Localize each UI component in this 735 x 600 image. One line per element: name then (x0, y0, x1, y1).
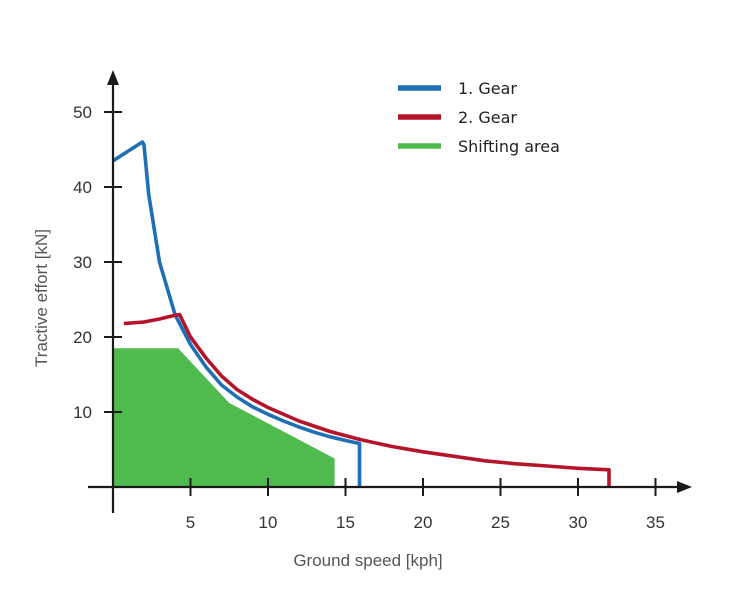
x-tick-label: 35 (646, 513, 665, 532)
x-tick-label: 15 (336, 513, 355, 532)
series-line-2 (123, 312, 611, 487)
shifting-area-polygon (113, 348, 335, 487)
y-axis-title: Tractive effort [kN] (32, 229, 51, 367)
y-tick-label: 30 (73, 253, 92, 272)
tick-layer: 5 10 15 20 25 30 35 10 20 30 40 50 (73, 103, 665, 532)
legend: 1. Gear 2. Gear Shifting area (398, 79, 560, 156)
x-tick-label: 10 (259, 513, 278, 532)
y-tick-label: 20 (73, 328, 92, 347)
x-tick-label: 25 (491, 513, 510, 532)
y-tick-label: 50 (73, 103, 92, 122)
y-axis-arrow (107, 70, 119, 85)
area-layer (113, 348, 335, 487)
legend-label-3: Shifting area (458, 137, 560, 156)
y-tick-label: 10 (73, 403, 92, 422)
legend-label-2: 2. Gear (458, 108, 517, 127)
axis-layer (88, 70, 692, 513)
x-tick-label: 20 (414, 513, 433, 532)
line-layer (112, 140, 611, 487)
x-axis-title: Ground speed [kph] (293, 551, 442, 570)
y-tick-label: 40 (73, 178, 92, 197)
series-line-1 (112, 140, 362, 487)
x-tick-label: 30 (569, 513, 588, 532)
x-tick-label: 5 (186, 513, 195, 532)
x-axis-arrow (677, 481, 692, 493)
legend-label-1: 1. Gear (458, 79, 517, 98)
